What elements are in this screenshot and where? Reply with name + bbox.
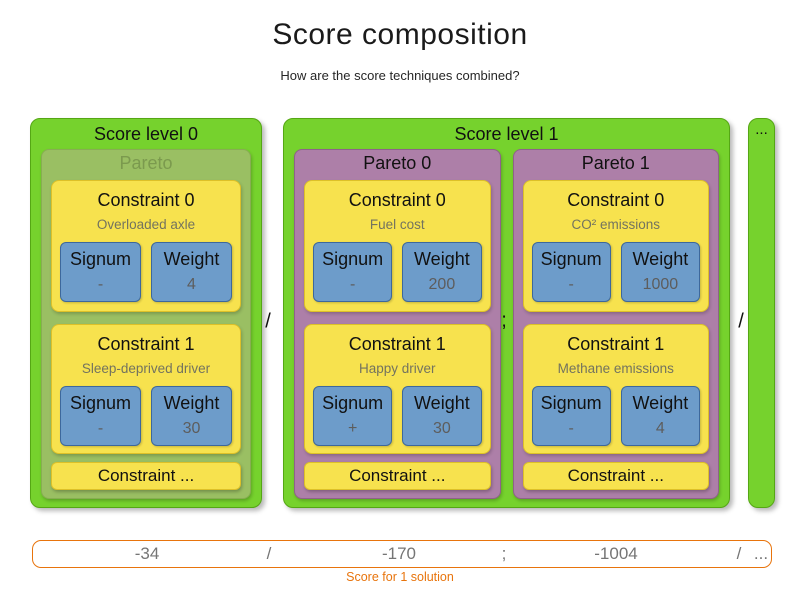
signum-value: - xyxy=(349,276,356,293)
signum-value: - xyxy=(568,420,574,437)
score-level-0-title: Score level 0 xyxy=(93,124,199,144)
score-separator-slash: / xyxy=(266,544,272,563)
signum-value: - xyxy=(568,276,574,293)
signum-label: Signum xyxy=(540,393,602,413)
score-level-0-box: Score level 0 Pareto Constraint 0 Overlo… xyxy=(30,118,262,508)
score-separator-slash: / xyxy=(736,544,742,563)
weight-box: Weight 1000 xyxy=(620,242,700,302)
constraint-card: Constraint 0 CO² emissions Signum - Weig… xyxy=(522,180,709,312)
signum-label: Signum xyxy=(322,393,384,413)
more-levels-bar: ... xyxy=(748,118,775,508)
pareto-group-level0: Pareto Constraint 0 Overloaded axle Sign… xyxy=(41,149,251,499)
constraint-title: Constraint 1 xyxy=(97,334,195,354)
weight-value: 4 xyxy=(187,276,196,293)
constraint-name: Methane emissions xyxy=(557,361,674,376)
constraint-card: Constraint 1 Sleep-deprived driver Signu… xyxy=(51,324,241,454)
pareto-0-group: Pareto 0 Constraint 0 Fuel cost Signum -… xyxy=(294,149,501,499)
signum-box: Signum - xyxy=(60,242,141,302)
weight-box: Weight 4 xyxy=(620,386,700,446)
level-separator-slash: / xyxy=(265,310,271,333)
score-levels-row: Score level 0 Pareto Constraint 0 Overlo… xyxy=(30,118,775,510)
score-ellipsis: ... xyxy=(753,544,769,563)
signum-box: Signum - xyxy=(531,386,611,446)
pareto-0-label: Pareto 0 xyxy=(363,153,432,173)
constraint-title: Constraint 1 xyxy=(567,334,665,354)
signum-weight-row: Signum - Weight 1000 xyxy=(531,242,700,302)
signum-label: Signum xyxy=(69,249,132,269)
signum-weight-row: Signum - Weight 200 xyxy=(313,242,482,302)
constraint-more-pill: Constraint ... xyxy=(51,462,241,490)
weight-value: 30 xyxy=(182,420,201,437)
signum-weight-row: Signum - Weight 30 xyxy=(60,386,232,446)
pareto-separator-semicolon: ; xyxy=(501,309,507,332)
score-level-1-box: Score level 1 Pareto 0 Constraint 0 Fuel… xyxy=(283,118,730,508)
constraint-title: Constraint 0 xyxy=(348,190,446,210)
constraint-more-pill: Constraint ... xyxy=(522,462,709,490)
signum-label: Signum xyxy=(540,249,602,269)
signum-value: - xyxy=(97,420,104,437)
weight-label: Weight xyxy=(163,393,220,413)
constraint-more-pill: Constraint ... xyxy=(304,462,491,490)
weight-label: Weight xyxy=(414,393,470,413)
weight-label: Weight xyxy=(632,393,689,413)
constraint-title: Constraint 0 xyxy=(567,190,665,210)
signum-box: Signum - xyxy=(313,242,393,302)
score-caption: Score for 1 solution xyxy=(346,570,454,584)
constraint-name: CO² emissions xyxy=(571,217,660,232)
signum-weight-row: Signum - Weight 4 xyxy=(531,386,700,446)
constraint-name: Sleep-deprived driver xyxy=(81,361,211,376)
pareto-1-label: Pareto 1 xyxy=(581,153,650,173)
signum-box: Signum - xyxy=(60,386,141,446)
weight-label: Weight xyxy=(414,249,470,269)
signum-box: Signum + xyxy=(313,386,393,446)
constraint-card: Constraint 1 Happy driver Signum + Weigh… xyxy=(304,324,491,454)
score-value-pareto1: -1004 xyxy=(594,544,638,563)
pareto-groups-row: Pareto 0 Constraint 0 Fuel cost Signum -… xyxy=(294,149,719,499)
weight-box: Weight 30 xyxy=(402,386,482,446)
signum-value: - xyxy=(97,276,104,293)
page-subtitle: How are the score techniques combined? xyxy=(280,68,520,83)
score-level-1-title: Score level 1 xyxy=(454,124,559,144)
weight-value: 1000 xyxy=(642,276,679,293)
score-separator-semicolon: ; xyxy=(501,544,507,563)
constraint-card: Constraint 0 Fuel cost Signum - Weight 2… xyxy=(304,180,491,312)
signum-label: Signum xyxy=(69,393,132,413)
weight-box: Weight 30 xyxy=(151,386,232,446)
score-value-pareto0: -170 xyxy=(381,544,417,563)
score-result-box: -34 / -170 ; -1004 / ... xyxy=(32,540,772,568)
constraint-name: Happy driver xyxy=(358,361,436,376)
signum-weight-row: Signum - Weight 4 xyxy=(60,242,232,302)
weight-box: Weight 4 xyxy=(151,242,232,302)
pareto-1-group: Pareto 1 Constraint 0 CO² emissions Sign… xyxy=(512,149,719,499)
level-separator-slash: / xyxy=(738,310,744,333)
constraint-title: Constraint 1 xyxy=(348,334,446,354)
page-title: Score composition xyxy=(272,18,528,51)
weight-label: Weight xyxy=(632,249,689,269)
weight-value: 200 xyxy=(428,276,456,293)
constraint-name: Overloaded axle xyxy=(96,217,196,232)
weight-value: 4 xyxy=(655,420,665,437)
constraint-card: Constraint 1 Methane emissions Signum - … xyxy=(522,324,709,454)
weight-box: Weight 200 xyxy=(402,242,482,302)
signum-value: + xyxy=(347,420,358,437)
constraint-card: Constraint 0 Overloaded axle Signum - We… xyxy=(51,180,241,312)
signum-weight-row: Signum + Weight 30 xyxy=(313,386,482,446)
weight-value: 30 xyxy=(432,420,451,437)
pareto-group-label: Pareto xyxy=(119,153,173,173)
signum-label: Signum xyxy=(322,249,384,269)
ellipsis-label: ... xyxy=(755,121,768,138)
constraint-name: Fuel cost xyxy=(369,217,425,232)
score-value-level0: -34 xyxy=(134,544,160,563)
constraint-title: Constraint 0 xyxy=(97,190,195,210)
signum-box: Signum - xyxy=(531,242,611,302)
weight-label: Weight xyxy=(163,249,220,269)
